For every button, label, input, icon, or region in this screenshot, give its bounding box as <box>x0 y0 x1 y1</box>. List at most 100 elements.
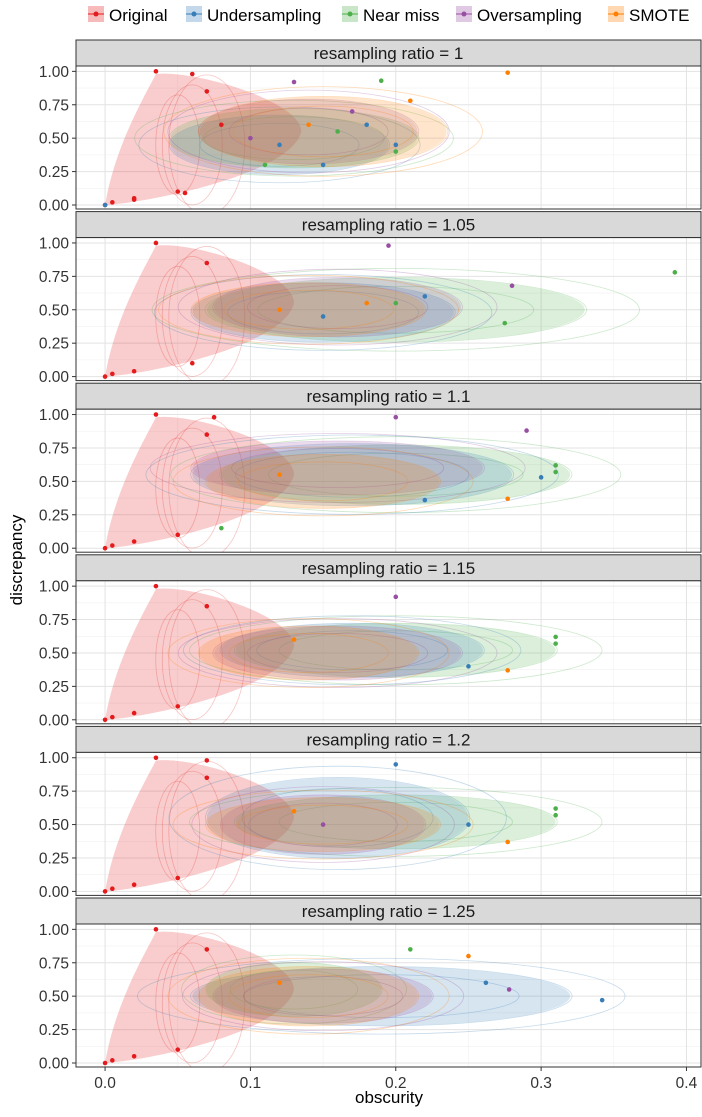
data-point <box>204 775 210 781</box>
data-point <box>204 432 210 437</box>
density-fill <box>214 277 462 337</box>
legend-item-original: Original <box>88 6 168 25</box>
density-contour <box>177 268 498 346</box>
density-contour <box>190 443 515 507</box>
data-point <box>175 189 181 194</box>
data-point <box>219 122 224 128</box>
data-point <box>153 927 159 932</box>
plot-content <box>76 237 701 381</box>
y-tick-label: 0.75 <box>39 955 69 972</box>
density-contour <box>161 84 223 206</box>
legend-key-point <box>461 11 467 17</box>
density-region-near-miss <box>181 954 407 1025</box>
plot-area <box>76 409 701 553</box>
density-contour <box>232 105 414 158</box>
density-contour <box>168 589 246 724</box>
data-point <box>393 300 399 306</box>
data-point <box>422 294 428 299</box>
data-point <box>110 371 115 377</box>
data-point <box>102 202 108 208</box>
data-point <box>291 79 297 85</box>
density-contour <box>170 436 622 514</box>
legend-key-point <box>93 11 99 17</box>
facet-strip <box>75 382 702 410</box>
facet-title: resampling ratio = 1.15 <box>302 559 475 578</box>
density-contour <box>155 437 201 539</box>
data-point <box>291 808 297 814</box>
density-contour <box>257 285 535 334</box>
density-contour <box>189 966 573 1027</box>
data-point <box>502 320 508 326</box>
density-fill <box>105 588 295 720</box>
plot-area <box>76 752 701 896</box>
plot-border <box>75 751 702 896</box>
density-contour <box>155 952 201 1054</box>
density-contour <box>229 969 359 1010</box>
data-point <box>102 374 108 379</box>
density-contour <box>231 448 445 488</box>
data-point <box>131 368 137 374</box>
x-tick-label: 0.0 <box>94 1075 116 1092</box>
data-point <box>349 109 355 114</box>
data-point <box>553 469 558 475</box>
density-contour <box>278 801 513 842</box>
density-contour <box>248 802 398 847</box>
data-point <box>335 129 340 134</box>
x-axis: 0.0 0.1 0.2 0.3 0.4 <box>94 1067 698 1092</box>
density-contour <box>172 446 474 517</box>
density-fill <box>105 931 295 1063</box>
density-region-undersampling <box>153 274 493 351</box>
y-tick-label: 0.50 <box>39 302 70 319</box>
facet-panel: resampling ratio = 1.1 0.00 0.25 0.50 0.75 1.… <box>39 382 702 558</box>
density-region-near-miss <box>134 99 454 177</box>
density-contour <box>158 274 459 345</box>
data-point <box>153 69 159 74</box>
density-region-original <box>105 931 295 1067</box>
density-fill <box>192 443 513 506</box>
data-point <box>277 142 282 148</box>
y-tick-label: 1.00 <box>39 235 70 252</box>
plot-area <box>76 924 701 1067</box>
density-contour <box>161 256 223 377</box>
density-region-near-miss <box>151 267 640 352</box>
data-point <box>599 997 605 1003</box>
density-contour <box>138 106 421 184</box>
y-tick-label: 0.25 <box>39 164 69 181</box>
data-point <box>175 1047 181 1052</box>
data-point <box>131 710 137 716</box>
data-point <box>110 886 115 892</box>
density-region-near-miss <box>189 615 603 686</box>
data-point <box>211 414 217 420</box>
data-point <box>110 200 115 205</box>
density-contour <box>161 942 223 1064</box>
density-fill <box>105 245 295 377</box>
x-tick-label: 0.2 <box>385 1075 407 1092</box>
data-point <box>204 260 210 266</box>
plot-border <box>75 923 702 1068</box>
y-tick-label: 0.25 <box>39 850 69 867</box>
data-point <box>131 539 137 544</box>
data-point <box>291 637 297 642</box>
density-region-undersampling <box>145 434 559 515</box>
density-contour <box>155 609 201 711</box>
plot-area <box>76 237 701 381</box>
density-contour <box>137 957 626 1035</box>
density-fill <box>199 626 418 680</box>
density-region-undersampling <box>168 765 507 871</box>
density-contour <box>205 797 441 852</box>
y-tick-label: 0.25 <box>39 1022 69 1039</box>
legend-label: Undersampling <box>207 6 321 25</box>
data-point <box>524 428 529 433</box>
y-tick-label: 0.75 <box>39 440 69 457</box>
x-tick-label: 0.3 <box>530 1075 552 1092</box>
density-contour <box>205 776 471 859</box>
data-point <box>182 190 188 196</box>
data-point <box>248 135 253 141</box>
density-region-oversampling <box>182 961 465 1032</box>
density-fill <box>235 795 556 849</box>
density-region-original <box>105 588 295 724</box>
density-region-undersampling <box>137 957 626 1035</box>
density-region-near-miss <box>170 436 622 514</box>
